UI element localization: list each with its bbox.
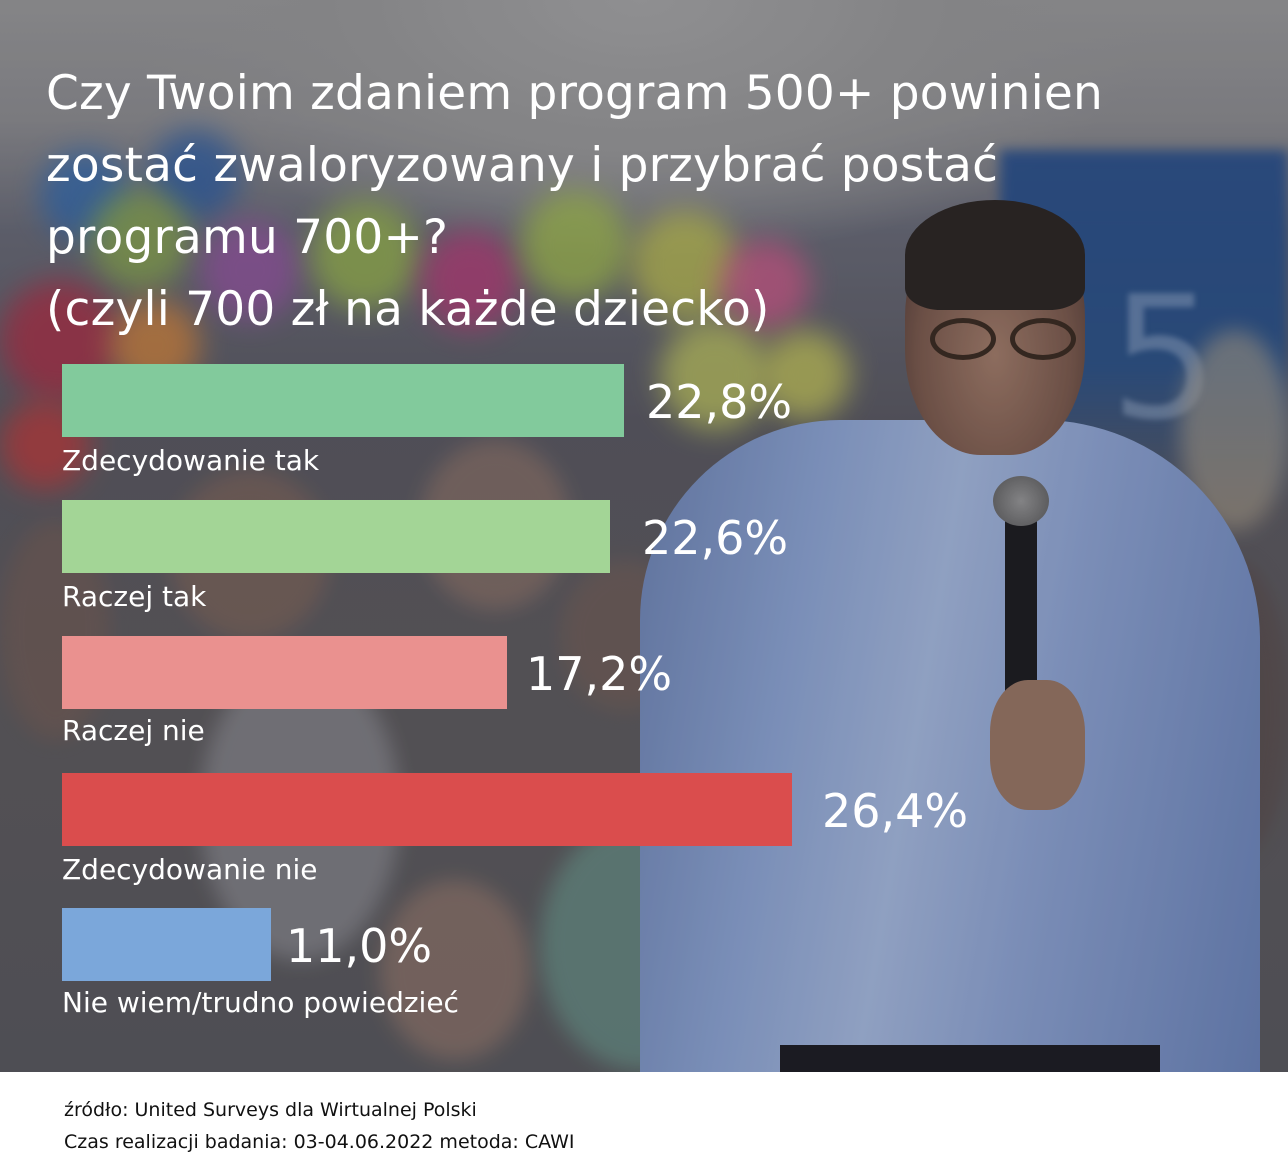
title-line-1: Czy Twoim zdaniem program 500+ powinien xyxy=(46,66,1103,121)
crowd-person xyxy=(380,880,530,1060)
bar-value: 11,0% xyxy=(286,919,433,973)
bar xyxy=(62,908,271,981)
balloon xyxy=(310,200,420,310)
speaker-hair xyxy=(905,200,1085,310)
speaker-shirt xyxy=(640,420,1260,1072)
balloon xyxy=(90,190,190,290)
bar-label: Zdecydowanie nie xyxy=(62,853,318,886)
balloon xyxy=(200,220,300,320)
method-text: Czas realizacji badania: 03-04.06.2022 m… xyxy=(64,1131,575,1153)
bar-label: Raczej tak xyxy=(62,580,207,613)
source-text: źródło: United Surveys dla Wirtualnej Po… xyxy=(64,1099,477,1121)
balloon xyxy=(660,320,770,430)
speaker-hand xyxy=(990,680,1085,810)
background-photo: 5 xyxy=(0,0,1288,1072)
microphone-head xyxy=(993,476,1049,526)
bar-value: 22,6% xyxy=(642,511,789,565)
bar xyxy=(62,364,624,437)
bar xyxy=(62,500,610,573)
bar-value: 26,4% xyxy=(822,784,969,838)
title-line-3: programu 700+? xyxy=(46,210,449,265)
balloon xyxy=(520,190,630,300)
balloon xyxy=(720,240,810,330)
bar-label: Nie wiem/trudno powiedzieć xyxy=(62,986,459,1019)
bar-label: Raczej nie xyxy=(62,714,205,747)
bar-value: 22,8% xyxy=(646,375,793,429)
title-line-2: zostać zwaloryzowany i przybrać postać xyxy=(46,138,999,193)
title-line-4: (czyli 700 zł na każde dziecko) xyxy=(46,282,770,337)
microphone-icon xyxy=(1005,505,1037,705)
balloon xyxy=(760,330,850,420)
bar-value: 17,2% xyxy=(526,647,673,701)
bar-label: Zdecydowanie tak xyxy=(62,444,320,477)
balloon xyxy=(630,210,740,320)
balloon xyxy=(420,230,520,330)
speaker-belt xyxy=(780,1045,1160,1072)
glasses-icon xyxy=(930,318,1080,360)
chart-title: Czy Twoim zdaniem program 500+ powinien … xyxy=(46,58,1266,346)
bar xyxy=(62,636,507,709)
bar xyxy=(62,773,792,846)
source-footer: źródło: United Surveys dla Wirtualnej Po… xyxy=(64,1094,574,1158)
